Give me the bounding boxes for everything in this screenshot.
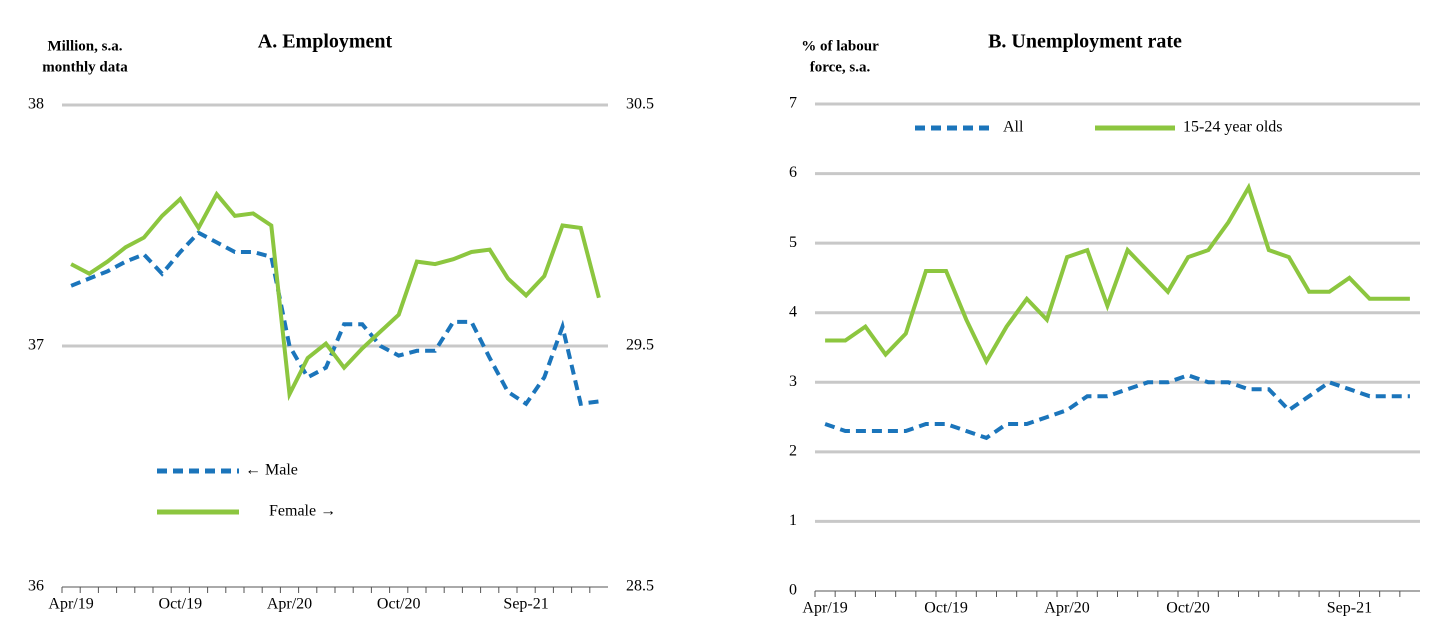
y-tick-label: 36	[28, 578, 44, 595]
y2-tick-label: 29.5	[626, 337, 654, 354]
x-tick-label: Apr/19	[802, 600, 847, 617]
x-tick-label: Sep-21	[1327, 600, 1372, 617]
x-tick-label: Oct/19	[924, 600, 968, 617]
y-tick-label: 1	[789, 512, 797, 529]
y2-tick-label: 28.5	[626, 578, 654, 595]
y-tick-label: 38	[28, 96, 44, 113]
chart-title: A. Employment	[258, 31, 393, 53]
x-tick-label: Oct/20	[1166, 600, 1210, 617]
x-tick-label: Apr/20	[267, 596, 312, 613]
x-tick-label: Sep-21	[503, 596, 548, 613]
series-line	[70, 230, 600, 407]
y-axis-label: Million, s.a.	[47, 38, 122, 54]
series-line	[70, 190, 601, 402]
y-tick-label: 5	[789, 234, 797, 251]
legend-label: ← Male	[245, 462, 298, 479]
legend-label: Female →	[269, 503, 336, 520]
series-line	[825, 182, 1410, 366]
x-tick-label: Apr/19	[48, 596, 93, 613]
y-axis-label: monthly data	[42, 59, 128, 75]
y-tick-label: 4	[789, 303, 797, 320]
y-tick-label: 7	[789, 95, 797, 112]
chart-title: B. Unemployment rate	[988, 31, 1182, 53]
x-tick-label: Apr/20	[1044, 600, 1089, 617]
x-tick-label: Oct/19	[159, 596, 203, 613]
legend-label: 15-24 year olds	[1183, 119, 1283, 136]
y-tick-label: 6	[789, 164, 797, 181]
x-tick-label: Oct/20	[377, 596, 421, 613]
y-axis-label: % of labour	[801, 38, 879, 54]
y-tick-label: 3	[789, 373, 797, 390]
y-tick-label: 0	[789, 582, 797, 599]
y-axis-label: force, s.a.	[810, 59, 871, 75]
series-line	[824, 373, 1410, 441]
y-tick-label: 37	[28, 337, 44, 354]
y2-tick-label: 30.5	[626, 96, 654, 113]
y-tick-label: 2	[789, 443, 797, 460]
legend-label: All	[1003, 119, 1024, 136]
